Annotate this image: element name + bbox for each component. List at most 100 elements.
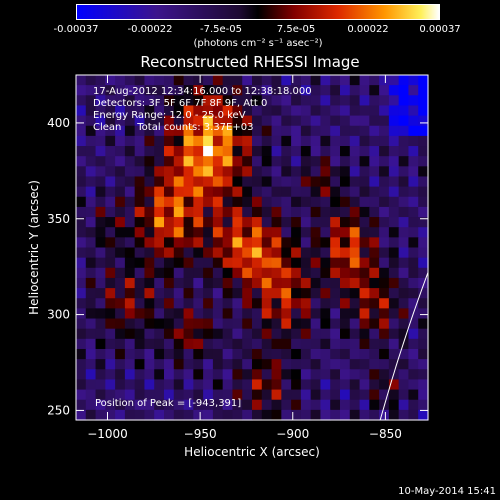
heatmap-pixel [95,206,106,218]
heatmap-pixel [388,288,400,299]
heatmap-pixel [134,156,146,167]
heatmap-pixel [418,196,429,208]
heatmap-pixel [144,247,155,259]
heatmap-pixel [203,176,214,188]
heatmap-pixel [398,328,410,340]
heatmap-pixel [183,176,194,188]
heatmap-pixel [300,308,312,320]
heatmap-pixel [320,277,331,289]
heatmap-pixel [349,196,361,208]
heatmap-pixel [203,328,214,340]
heatmap-pixel [242,288,253,299]
heatmap-pixel [95,166,106,178]
heatmap-pixel [320,217,331,228]
heatmap-pixel [379,196,390,208]
heatmap-pixel [212,95,224,107]
heatmap-pixel [310,217,322,228]
heatmap-pixel [330,166,341,178]
heatmap-pixel [115,277,126,289]
heatmap-pixel [124,217,136,228]
heatmap-pixel [252,328,263,340]
heatmap-pixel [379,277,390,289]
heatmap-pixel [281,359,292,370]
heatmap-pixel [173,156,185,167]
heatmap-pixel [320,348,331,360]
heatmap-pixel [261,156,273,167]
heatmap-pixel [183,206,194,218]
heatmap-pixel [320,308,331,320]
heatmap-pixel [261,115,273,127]
heatmap-pixel [369,247,380,259]
heatmap-pixel [252,348,263,360]
heatmap-pixel [134,318,146,330]
heatmap-pixel [193,166,204,178]
heatmap-pixel [134,328,146,340]
heatmap-pixel [183,166,194,178]
heatmap-pixel [154,186,165,198]
heatmap-pixel [164,318,175,330]
heatmap-pixel [359,166,370,178]
heatmap-pixel [330,85,341,96]
heatmap-pixel [105,105,116,117]
heatmap-pixel [379,217,390,228]
heatmap-pixel [164,227,175,238]
heatmap-pixel [115,328,126,340]
heatmap-pixel [271,166,282,178]
heatmap-pixel [242,389,253,401]
heatmap-pixel [144,277,155,289]
heatmap-pixel [242,146,253,157]
heatmap-pixel [379,389,390,401]
heatmap-pixel [261,186,273,198]
annotation-energy-range: Energy Range: 12.0 - 25.0 keV [93,110,246,121]
heatmap-pixel [115,166,126,178]
heatmap-pixel [134,399,146,411]
heatmap-pixel [340,348,351,360]
heatmap-pixel [115,288,126,299]
heatmap-pixel [300,217,312,228]
heatmap-pixel [418,146,429,157]
heatmap-pixel [85,95,97,107]
heatmap-pixel [105,359,116,370]
heatmap-pixel [271,379,282,391]
heatmap-pixel [115,227,126,238]
heatmap-pixel [144,359,155,370]
heatmap-pixel [261,135,273,147]
heatmap-pixel [232,227,243,238]
heatmap-pixel [105,206,116,218]
heatmap-pixel [418,257,429,269]
heatmap-pixel [85,135,97,147]
heatmap-pixel [379,359,390,370]
heatmap-pixel [124,206,136,218]
heatmap-pixel [330,267,341,279]
heatmap-pixel [281,308,292,320]
heatmap-pixel [232,217,243,228]
heatmap-pixel [76,237,87,249]
heatmap-pixel [95,308,106,320]
heatmap-pixel [242,217,253,228]
heatmap-pixel [252,247,263,259]
heatmap-pixel [232,369,243,381]
heatmap-pixel [222,156,234,167]
heatmap-pixel [261,217,273,228]
heatmap-pixel [105,288,116,299]
heatmap-pixel [359,348,370,360]
heatmap-pixel [300,277,312,289]
heatmap-pixel [340,196,351,208]
heatmap-pixel [124,379,136,391]
heatmap-pixel [252,288,263,299]
heatmap-pixel [154,206,165,218]
heatmap-pixel [232,75,243,86]
heatmap-pixel [281,247,292,259]
heatmap-pixel [183,135,194,147]
heatmap-pixel [144,176,155,188]
y-axis-label: Heliocentric Y (arcsec) [27,180,41,315]
heatmap-pixel [252,196,263,208]
heatmap-pixel [369,267,380,279]
heatmap-pixel [340,318,351,330]
heatmap-pixel [173,338,185,350]
heatmap-pixel [232,176,243,188]
heatmap-pixel [115,125,126,137]
heatmap-pixel [232,247,243,259]
heatmap-pixel [310,247,322,259]
heatmap-pixel [144,338,155,350]
